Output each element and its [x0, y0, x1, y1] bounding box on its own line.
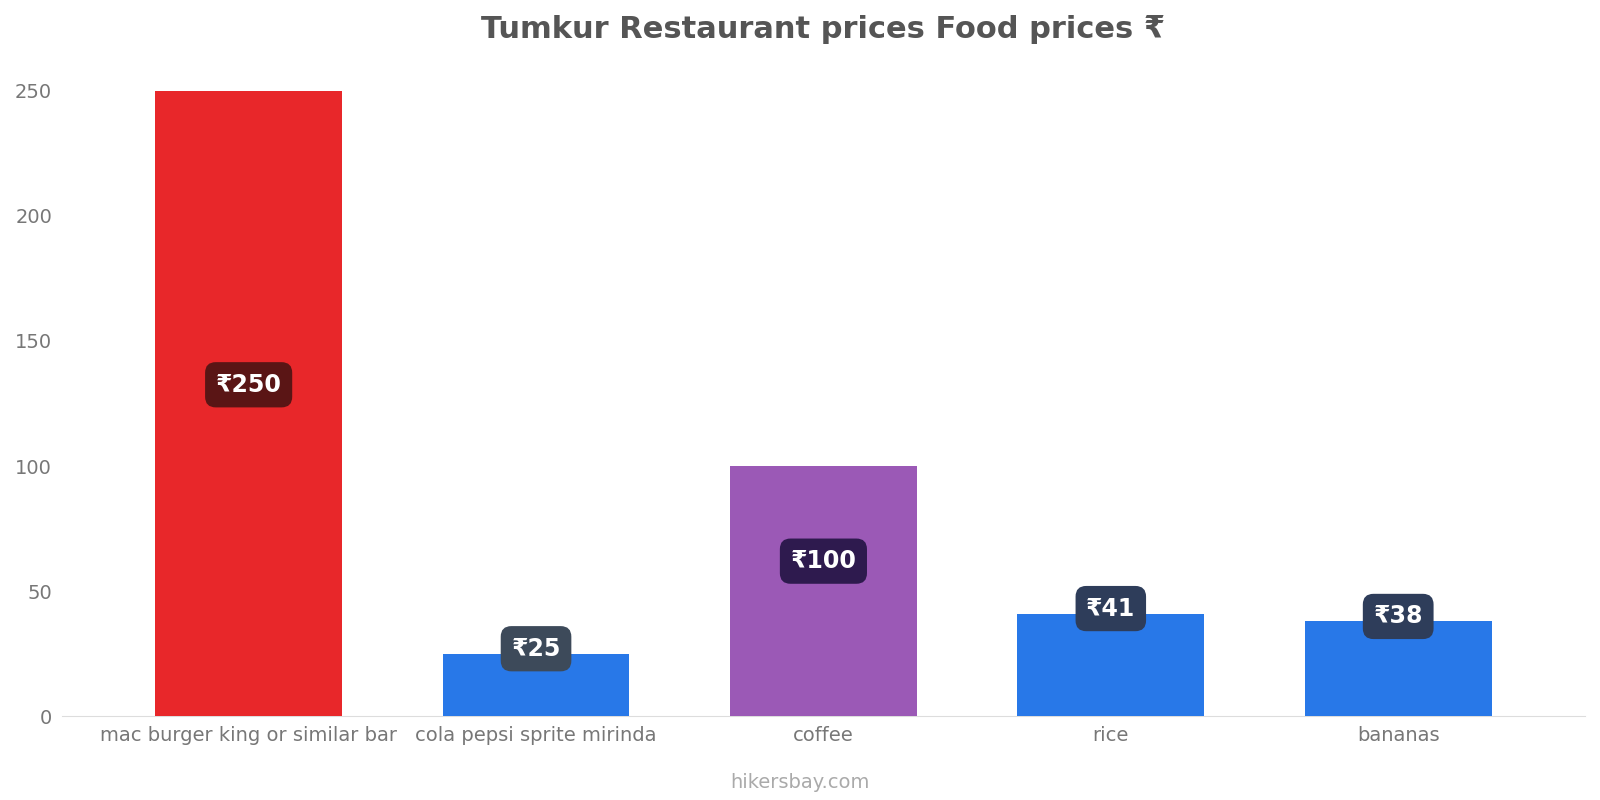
Bar — [730, 466, 917, 716]
Bar — [155, 90, 342, 716]
Bar — [443, 654, 629, 716]
Bar — [1018, 614, 1205, 716]
Bar — [1304, 622, 1491, 716]
Text: ₹25: ₹25 — [512, 637, 560, 661]
Text: ₹250: ₹250 — [216, 373, 282, 397]
Text: ₹100: ₹100 — [790, 549, 856, 573]
Text: ₹38: ₹38 — [1373, 605, 1422, 629]
Text: hikersbay.com: hikersbay.com — [730, 773, 870, 792]
Title: Tumkur Restaurant prices Food prices ₹: Tumkur Restaurant prices Food prices ₹ — [482, 15, 1165, 44]
Text: ₹41: ₹41 — [1086, 597, 1136, 621]
